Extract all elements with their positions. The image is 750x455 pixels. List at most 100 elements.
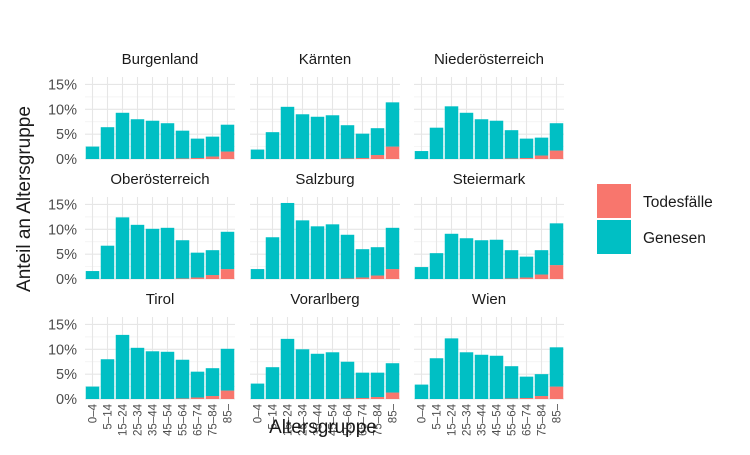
bar-todesfaelle [191, 158, 205, 159]
bar-genesen [490, 121, 504, 159]
bar-genesen [281, 107, 295, 159]
y-axis-title: Anteil an Altersgruppe [14, 106, 35, 292]
bar-genesen [116, 335, 130, 399]
bar-todesfaelle [535, 396, 549, 399]
bar-todesfaelle [535, 156, 549, 159]
bar-genesen [176, 131, 190, 159]
bar-genesen [445, 234, 459, 279]
y-tick-label: 0% [56, 152, 77, 168]
bar-genesen [460, 352, 474, 399]
facet-title-steiermark: Steiermark [453, 171, 526, 188]
bar-genesen [430, 358, 444, 399]
bar-genesen [131, 348, 145, 399]
x-tick-label: 65–74 [522, 403, 534, 436]
bar-genesen [505, 250, 519, 278]
bar-genesen [86, 147, 100, 159]
bar-genesen [176, 360, 190, 399]
bar-genesen [371, 247, 385, 275]
x-tick-label: 15–24 [447, 403, 459, 436]
facet-title-oberösterreich: Oberösterreich [110, 171, 209, 188]
bar-todesfaelle [371, 155, 385, 159]
bar-todesfaelle [550, 151, 564, 159]
bar-todesfaelle [206, 396, 220, 399]
bar-todesfaelle [520, 398, 534, 399]
bar-genesen [101, 127, 115, 159]
bar-genesen [161, 123, 175, 159]
bar-genesen [326, 352, 340, 399]
bar-genesen [131, 225, 145, 279]
bar-todesfaelle [356, 278, 370, 279]
bar-genesen [475, 119, 489, 159]
facet-title-tirol: Tirol [146, 291, 175, 308]
bar-genesen [86, 271, 100, 279]
bar-genesen [415, 267, 429, 279]
x-tick-label: 45–54 [492, 403, 504, 436]
bar-genesen [356, 134, 370, 158]
bar-genesen [475, 240, 489, 279]
x-tick-label: 85– [552, 403, 564, 423]
x-tick-label: 55–64 [507, 403, 519, 436]
bar-todesfaelle [221, 269, 235, 279]
bar-genesen [86, 387, 100, 399]
x-tick-label: 0–4 [417, 403, 429, 423]
bar-todesfaelle [221, 391, 235, 399]
y-tick-label: 10% [48, 342, 77, 358]
bar-todesfaelle [371, 397, 385, 399]
bar-genesen [176, 240, 190, 278]
bar-genesen [415, 385, 429, 399]
x-tick-label: 55–64 [178, 403, 190, 436]
bar-todesfaelle [356, 398, 370, 399]
bar-genesen [520, 377, 534, 398]
bar-genesen [221, 349, 235, 391]
bar-genesen [475, 355, 489, 399]
bar-genesen [116, 113, 130, 159]
bar-genesen [266, 367, 280, 399]
bar-genesen [311, 226, 325, 279]
facet-title-wien: Wien [472, 291, 506, 308]
bar-genesen [490, 240, 504, 279]
bar-genesen [266, 132, 280, 159]
y-tick-label: 5% [56, 127, 77, 143]
bar-todesfaelle [550, 265, 564, 279]
facet-title-salzburg: Salzburg [295, 171, 354, 188]
bar-genesen [505, 130, 519, 158]
y-tick-label: 15% [48, 197, 77, 213]
bar-genesen [460, 238, 474, 279]
bar-genesen [206, 368, 220, 396]
bar-todesfaelle [386, 147, 400, 159]
legend-key-genesen [597, 220, 631, 254]
bar-genesen [535, 138, 549, 156]
bar-genesen [116, 217, 130, 279]
y-tick-label: 10% [48, 102, 77, 118]
y-tick-label: 15% [48, 317, 77, 333]
legend-label-genesen: Genesen [643, 230, 706, 247]
x-tick-label: 85– [223, 403, 235, 423]
bar-todesfaelle [356, 158, 370, 159]
bar-todesfaelle [206, 157, 220, 159]
x-axis-title: Altersgruppe [269, 417, 377, 438]
x-tick-label: 75–84 [208, 403, 220, 436]
bar-genesen [146, 351, 160, 399]
bar-genesen [386, 363, 400, 392]
x-tick-label: 45–54 [163, 403, 175, 436]
facet-title-vorarlberg: Vorarlberg [290, 291, 359, 308]
bar-genesen [520, 257, 534, 278]
bar-genesen [281, 203, 295, 279]
x-tick-label: 85– [388, 403, 400, 423]
bar-genesen [490, 356, 504, 399]
bar-genesen [430, 128, 444, 159]
bar-genesen [386, 228, 400, 269]
bar-genesen [326, 224, 340, 279]
x-tick-label: 15–24 [118, 403, 130, 436]
x-tick-label: 25–34 [462, 403, 474, 436]
bar-genesen [445, 338, 459, 399]
bar-genesen [296, 114, 310, 159]
bar-genesen [311, 354, 325, 399]
bar-genesen [206, 250, 220, 275]
facet-title-kärnten: Kärnten [299, 51, 352, 68]
x-tick-label: 75–84 [537, 403, 549, 436]
bar-genesen [386, 102, 400, 146]
bar-genesen [326, 115, 340, 159]
bar-genesen [550, 223, 564, 265]
